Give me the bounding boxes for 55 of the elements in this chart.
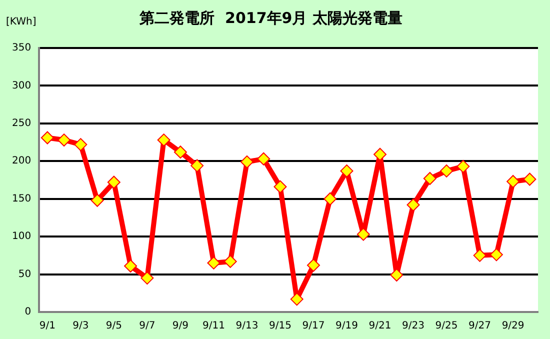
x-tick-label: 9/21 bbox=[368, 320, 392, 332]
point bbox=[90, 194, 104, 207]
y-tick-label: 350 bbox=[12, 42, 32, 54]
point bbox=[324, 192, 337, 206]
y-tick-label: 200 bbox=[12, 156, 32, 167]
point bbox=[456, 160, 470, 173]
point bbox=[290, 292, 304, 306]
point bbox=[423, 172, 436, 185]
point bbox=[274, 180, 287, 194]
point bbox=[157, 134, 170, 147]
point bbox=[140, 272, 154, 285]
point bbox=[473, 248, 486, 262]
point bbox=[240, 155, 254, 168]
x-tick-label: 9/15 bbox=[268, 320, 292, 332]
x-tick-label: 9/19 bbox=[336, 320, 358, 332]
y-tick-label: 100 bbox=[12, 231, 32, 242]
chart-title: 第二発電所 2017年9月 太陽光発電量 bbox=[138, 8, 402, 27]
x-tick-label: 9/3 bbox=[72, 320, 89, 332]
point bbox=[374, 148, 387, 161]
point bbox=[340, 164, 354, 178]
y-tick-label: 50 bbox=[18, 268, 32, 280]
point bbox=[107, 176, 120, 189]
point bbox=[406, 198, 420, 212]
point bbox=[257, 152, 270, 166]
point bbox=[190, 159, 204, 172]
point bbox=[74, 138, 88, 152]
x-tick-label: 9/1 bbox=[39, 320, 56, 332]
y-tick-label: 150 bbox=[12, 193, 32, 204]
point bbox=[356, 228, 370, 241]
y-tick-label: 0 bbox=[24, 306, 32, 318]
point bbox=[390, 268, 404, 282]
x-tick-label: 9/7 bbox=[139, 320, 156, 332]
point bbox=[490, 248, 503, 262]
x-tick-label: 9/5 bbox=[106, 320, 122, 332]
point bbox=[306, 258, 320, 272]
y-tick-label: 300 bbox=[12, 80, 32, 92]
point bbox=[440, 164, 454, 178]
point bbox=[207, 256, 220, 270]
x-tick-label: 9/29 bbox=[502, 320, 524, 332]
point bbox=[523, 172, 536, 186]
x-tick-label: 9/17 bbox=[302, 320, 325, 332]
y-axis-title: [KWh] bbox=[6, 16, 36, 28]
y-tick-label: 250 bbox=[12, 118, 32, 130]
x-tick-label: 9/11 bbox=[202, 320, 225, 332]
point bbox=[124, 259, 138, 272]
x-tick-label: 9/9 bbox=[172, 320, 188, 332]
x-tick-label: 9/13 bbox=[236, 320, 258, 332]
point bbox=[224, 254, 237, 268]
point bbox=[174, 146, 187, 159]
point bbox=[40, 131, 54, 144]
x-tick-label: 9/25 bbox=[435, 320, 458, 332]
point bbox=[506, 175, 520, 188]
x-tick-label: 9/23 bbox=[402, 320, 425, 332]
point bbox=[58, 134, 71, 147]
x-tick-label: 9/27 bbox=[468, 320, 492, 332]
